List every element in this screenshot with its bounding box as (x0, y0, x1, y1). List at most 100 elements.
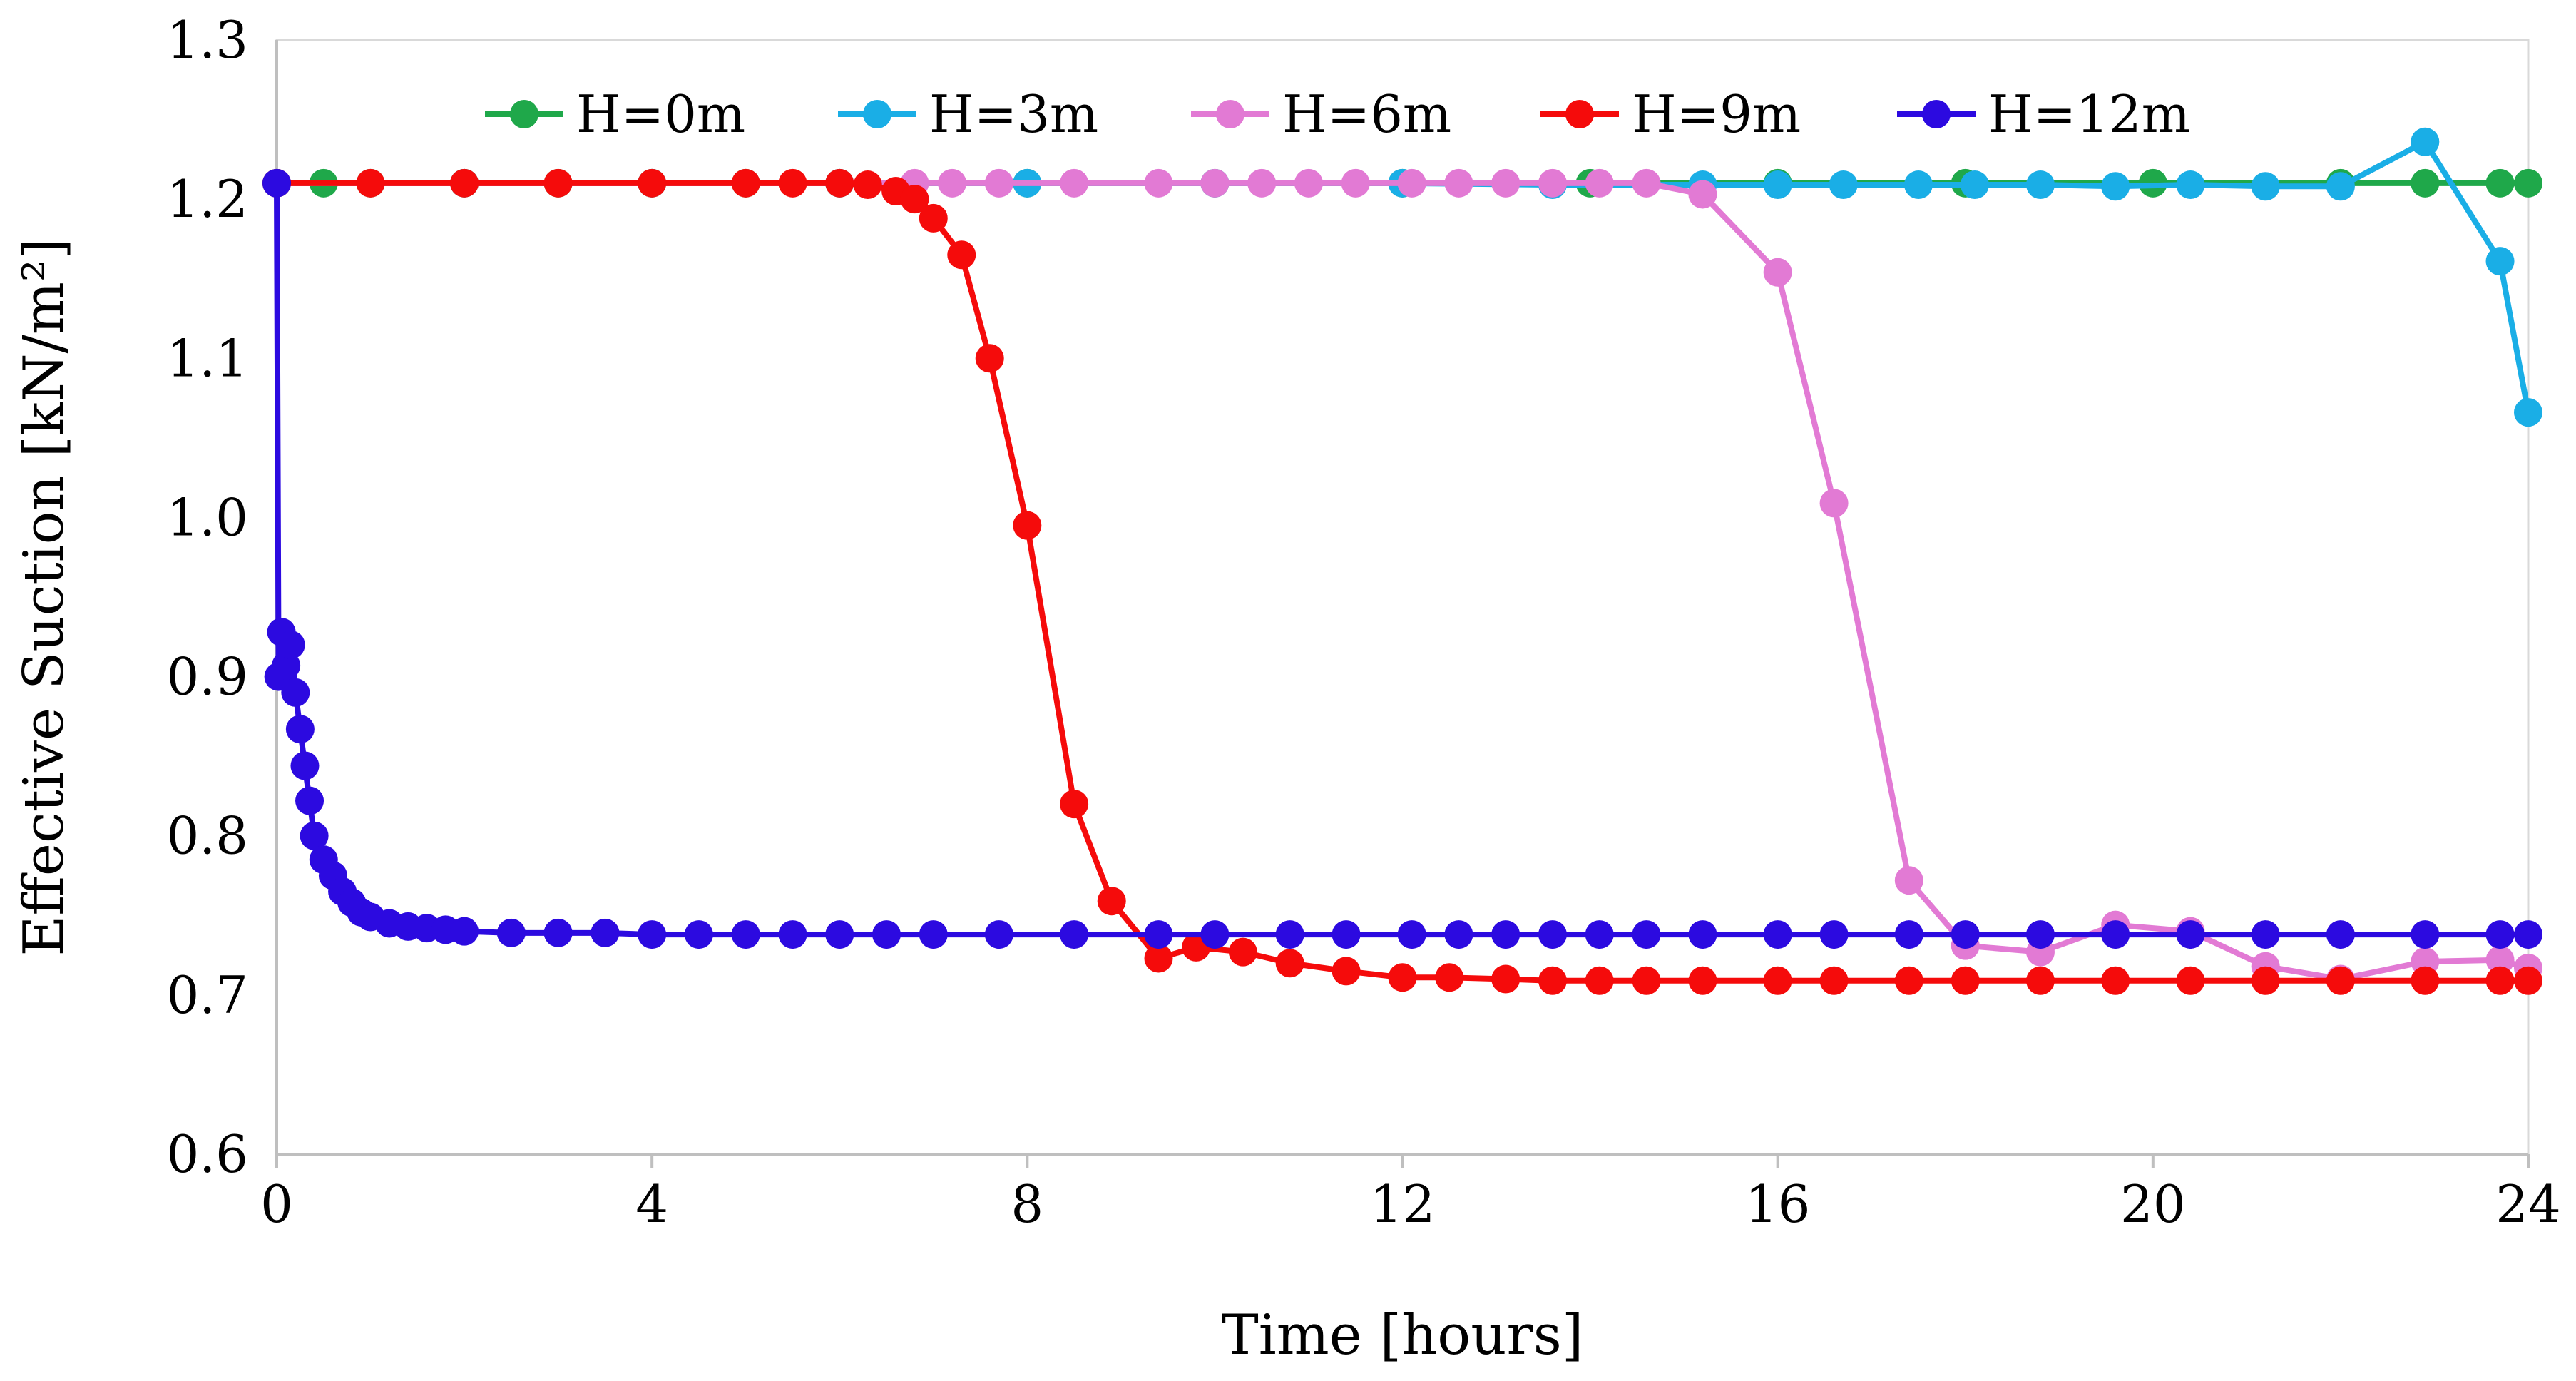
data-point (638, 168, 667, 198)
x-tick-label: 8 (1011, 1174, 1043, 1234)
data-point (1538, 920, 1567, 949)
legend-label: H=9m (1632, 84, 1801, 144)
data-point (2176, 966, 2205, 995)
data-point (2251, 172, 2280, 201)
data-point (731, 168, 760, 198)
data-point (1144, 168, 1173, 198)
data-point (1444, 168, 1473, 198)
data-point (1960, 170, 1989, 200)
data-point (2101, 172, 2130, 201)
data-point (2025, 920, 2055, 949)
y-tick-label: 1.3 (166, 10, 248, 70)
data-point (1585, 966, 1614, 995)
data-point (2326, 172, 2355, 201)
x-tick-label: 0 (260, 1174, 293, 1234)
data-point (1894, 866, 1923, 895)
legend-swatch-marker (1216, 100, 1244, 128)
y-tick-label: 1.2 (166, 169, 248, 229)
data-point (1585, 920, 1614, 949)
data-point (1763, 258, 1792, 287)
data-point (1200, 168, 1230, 198)
data-point (1632, 920, 1661, 949)
y-tick-label: 0.7 (166, 965, 248, 1025)
data-point (2411, 920, 2440, 949)
data-point (975, 344, 1004, 373)
data-point (1341, 168, 1370, 198)
legend-label: H=0m (576, 84, 745, 144)
data-point (2101, 966, 2130, 995)
series-H=6m (262, 168, 2542, 994)
data-point (2176, 920, 2205, 949)
data-point (1397, 168, 1426, 198)
data-point (356, 168, 385, 198)
data-point (295, 786, 324, 815)
data-point (1491, 920, 1520, 949)
data-point (1829, 170, 1858, 200)
data-point (543, 168, 573, 198)
legend-label: H=6m (1282, 84, 1451, 144)
data-point (1200, 920, 1230, 949)
data-point (984, 920, 1013, 949)
legend-label: H=3m (929, 84, 1098, 144)
data-point (450, 917, 479, 946)
data-point (2411, 168, 2440, 198)
data-point (2514, 398, 2542, 427)
data-point (1688, 920, 1717, 949)
data-point (543, 918, 573, 947)
data-point (938, 168, 967, 198)
data-point (1538, 966, 1567, 995)
legend-item: H=6m (1191, 84, 1451, 144)
data-point (2251, 920, 2280, 949)
data-point (2514, 168, 2542, 198)
data-point (1388, 963, 1417, 992)
data-point (778, 168, 807, 198)
data-point (2025, 170, 2055, 200)
data-point (1491, 168, 1520, 198)
legend-item: H=0m (485, 84, 745, 144)
data-point (1144, 944, 1173, 973)
legend-item: H=3m (838, 84, 1098, 144)
axes: 0 4 8 12 16 20 24 0.6 0.7 0.8 0.9 1.0 1.1 1.2 1.3 (166, 10, 2560, 1234)
data-point (1903, 170, 1933, 200)
data-point (2485, 945, 2515, 974)
data-point (1632, 168, 1661, 198)
y-tick-label: 0.6 (166, 1124, 248, 1184)
legend-swatch-marker (510, 100, 538, 128)
data-point (496, 918, 526, 947)
data-point (1585, 168, 1614, 198)
legend-item: H=9m (1540, 84, 1801, 144)
data-point (2485, 247, 2515, 276)
data-point (2485, 920, 2515, 949)
data-point (2514, 920, 2542, 949)
data-point (2326, 920, 2355, 949)
data-point (2411, 966, 2440, 995)
data-point (1894, 920, 1923, 949)
data-point (1060, 168, 1089, 198)
y-axis-title: Effective Suction [kN/m²] (12, 238, 76, 956)
y-tick-label: 1.0 (166, 487, 248, 547)
data-point (1951, 966, 1980, 995)
data-point (591, 918, 620, 947)
data-point (1247, 168, 1277, 198)
data-point (1294, 168, 1323, 198)
data-point (1435, 963, 1464, 992)
data-point (731, 920, 760, 949)
data-point (1144, 920, 1173, 949)
data-point (2485, 168, 2515, 198)
data-point (872, 920, 901, 949)
data-point (1228, 937, 1257, 967)
data-point (778, 920, 807, 949)
x-tick-label: 16 (1745, 1174, 1811, 1234)
data-point (900, 185, 929, 214)
data-point (984, 168, 1013, 198)
data-point (2485, 966, 2515, 995)
legend-swatch-marker (1565, 100, 1594, 128)
data-point (1632, 966, 1661, 995)
x-tick-label: 12 (1370, 1174, 1436, 1234)
data-point (290, 751, 320, 780)
data-point (1819, 920, 1849, 949)
data-point (281, 678, 310, 707)
data-point (1894, 966, 1923, 995)
